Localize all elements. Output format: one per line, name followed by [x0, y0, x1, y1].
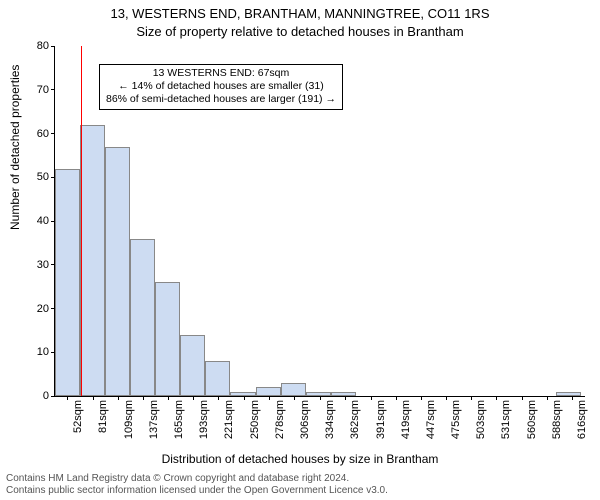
title-sub: Size of property relative to detached ho…	[0, 24, 600, 39]
xtick-label: 306sqm	[299, 400, 301, 439]
xtick-mark	[320, 396, 321, 400]
xtick-mark	[446, 396, 447, 400]
ytick-label: 50	[19, 171, 49, 183]
xtick-label: 419sqm	[400, 400, 402, 439]
ytick-label: 80	[19, 40, 49, 52]
annotation-box: 13 WESTERNS END: 67sqm← 14% of detached …	[99, 64, 343, 110]
footer: Contains HM Land Registry data © Crown c…	[6, 473, 388, 497]
xtick-mark	[269, 396, 270, 400]
ytick-label: 70	[19, 84, 49, 96]
ytick-label: 60	[19, 128, 49, 140]
ytick-label: 40	[19, 215, 49, 227]
xtick-label: 137sqm	[148, 400, 150, 439]
xtick-label: 362sqm	[349, 400, 351, 439]
chart-container: 13, WESTERNS END, BRANTHAM, MANNINGTREE,…	[0, 0, 600, 500]
xtick-label: 531sqm	[500, 400, 502, 439]
xtick-mark	[244, 396, 245, 400]
plot-area: 0102030405060708052sqm81sqm109sqm137sqm1…	[54, 46, 585, 397]
xtick-label: 250sqm	[249, 400, 251, 439]
xtick-label: 475sqm	[450, 400, 452, 439]
xtick-mark	[471, 396, 472, 400]
annotation-line: 86% of semi-detached houses are larger (…	[106, 93, 336, 106]
histogram-bar	[230, 392, 255, 396]
ytick-label: 20	[19, 303, 49, 315]
ytick-label: 10	[19, 346, 49, 358]
histogram-bar	[306, 392, 331, 396]
xtick-mark	[118, 396, 119, 400]
xtick-mark	[93, 396, 94, 400]
xtick-mark	[193, 396, 194, 400]
ytick-label: 0	[19, 390, 49, 402]
xtick-label: 334sqm	[324, 400, 326, 439]
histogram-bar	[256, 387, 281, 396]
xtick-mark	[547, 396, 548, 400]
xtick-mark	[572, 396, 573, 400]
histogram-bar	[556, 392, 581, 396]
xtick-mark	[143, 396, 144, 400]
ytick-mark	[51, 133, 55, 134]
xtick-mark	[496, 396, 497, 400]
histogram-bar	[130, 239, 155, 397]
histogram-bar	[105, 147, 130, 396]
xtick-mark	[218, 396, 219, 400]
histogram-bar	[55, 169, 80, 397]
xtick-mark	[345, 396, 346, 400]
x-axis-label: Distribution of detached houses by size …	[0, 452, 600, 466]
footer-line2: Contains public sector information licen…	[6, 485, 388, 497]
xtick-label: 193sqm	[198, 400, 200, 439]
ytick-mark	[51, 89, 55, 90]
property-marker-line	[81, 46, 82, 396]
xtick-label: 391sqm	[375, 400, 377, 439]
xtick-label: 447sqm	[425, 400, 427, 439]
xtick-label: 221sqm	[223, 400, 225, 439]
annotation-line: ← 14% of detached houses are smaller (31…	[106, 80, 336, 93]
histogram-bar	[331, 392, 356, 396]
xtick-label: 588sqm	[551, 400, 553, 439]
xtick-mark	[168, 396, 169, 400]
histogram-bar	[180, 335, 205, 396]
xtick-mark	[522, 396, 523, 400]
histogram-bar	[155, 282, 180, 396]
xtick-mark	[67, 396, 68, 400]
xtick-label: 109sqm	[123, 400, 125, 439]
xtick-mark	[421, 396, 422, 400]
histogram-bar	[80, 125, 105, 396]
ytick-label: 30	[19, 259, 49, 271]
xtick-label: 52sqm	[72, 400, 74, 433]
xtick-label: 616sqm	[576, 400, 578, 439]
xtick-label: 165sqm	[173, 400, 175, 439]
xtick-mark	[371, 396, 372, 400]
footer-line1: Contains HM Land Registry data © Crown c…	[6, 473, 388, 485]
annotation-line: 13 WESTERNS END: 67sqm	[106, 67, 336, 80]
xtick-label: 560sqm	[526, 400, 528, 439]
xtick-mark	[396, 396, 397, 400]
xtick-label: 278sqm	[274, 400, 276, 439]
ytick-mark	[51, 46, 55, 47]
xtick-label: 503sqm	[475, 400, 477, 439]
xtick-mark	[294, 396, 295, 400]
xtick-label: 81sqm	[97, 400, 99, 433]
histogram-bar	[281, 383, 306, 396]
histogram-bar	[205, 361, 230, 396]
title-main: 13, WESTERNS END, BRANTHAM, MANNINGTREE,…	[0, 6, 600, 21]
